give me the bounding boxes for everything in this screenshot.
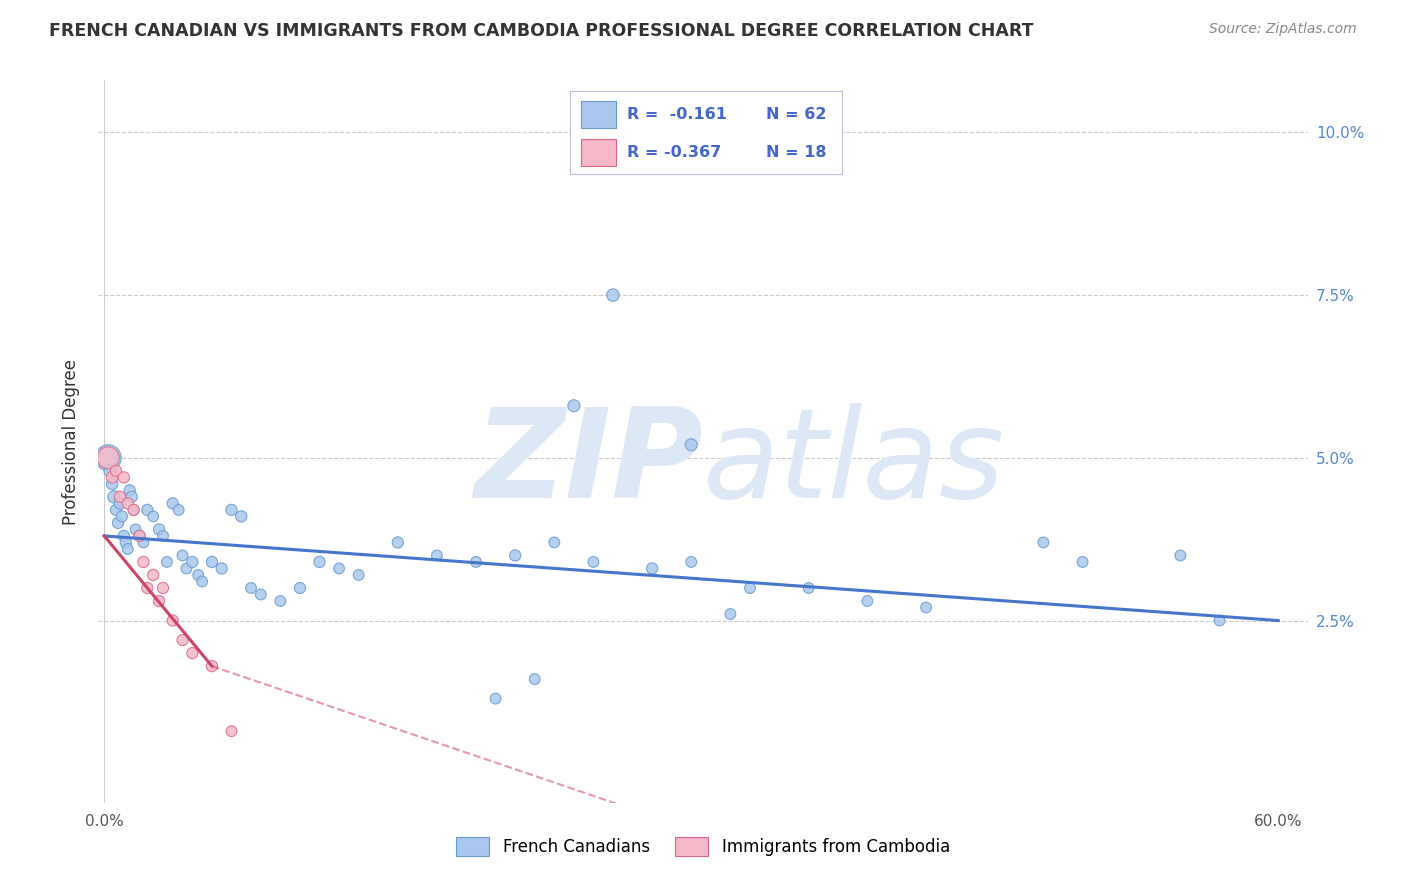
Point [136, 581, 159, 595]
Point [136, 503, 159, 517]
Point [142, 509, 165, 524]
Point [641, 561, 664, 575]
Point [718, 607, 741, 621]
Point [122, 503, 145, 517]
Text: Source: ZipAtlas.com: Source: ZipAtlas.com [1209, 22, 1357, 37]
Point [288, 581, 311, 595]
Point [221, 724, 243, 739]
Point [562, 399, 585, 413]
Point [101, 470, 124, 484]
Point [240, 581, 263, 595]
Point [187, 568, 209, 582]
Point [108, 490, 131, 504]
Text: ZIP: ZIP [474, 402, 703, 524]
Point [97, 450, 120, 465]
Point [328, 561, 350, 575]
Point [101, 476, 124, 491]
Point [211, 561, 233, 575]
Point [797, 581, 820, 595]
Point [523, 672, 546, 686]
Point [1170, 549, 1192, 563]
Point [128, 529, 150, 543]
Point [308, 555, 330, 569]
Point [112, 529, 135, 543]
Point [172, 549, 194, 563]
Point [97, 450, 120, 465]
Point [426, 549, 449, 563]
Point [162, 496, 184, 510]
Point [117, 496, 139, 510]
Point [201, 659, 224, 673]
Point [124, 523, 146, 537]
Point [98, 464, 121, 478]
Point [108, 496, 131, 510]
Point [387, 535, 409, 549]
Point [105, 503, 128, 517]
Text: FRENCH CANADIAN VS IMMIGRANTS FROM CAMBODIA PROFESSIONAL DEGREE CORRELATION CHAR: FRENCH CANADIAN VS IMMIGRANTS FROM CAMBO… [49, 22, 1033, 40]
Point [602, 288, 624, 302]
Legend: French Canadians, Immigrants from Cambodia: French Canadians, Immigrants from Cambod… [450, 830, 956, 863]
Point [118, 483, 141, 498]
Point [114, 535, 136, 549]
Point [132, 555, 155, 569]
Text: atlas: atlas [703, 402, 1005, 524]
Point [121, 490, 143, 504]
Point [191, 574, 214, 589]
Point [543, 535, 565, 549]
Point [172, 633, 194, 648]
Point [107, 516, 129, 530]
Point [465, 555, 488, 569]
Point [148, 523, 170, 537]
Point [112, 470, 135, 484]
Point [128, 529, 150, 543]
Point [122, 503, 145, 517]
Point [915, 600, 938, 615]
Point [117, 541, 139, 556]
Point [221, 503, 243, 517]
Point [176, 561, 198, 575]
Point [503, 549, 526, 563]
Point [856, 594, 879, 608]
Point [103, 490, 125, 504]
Point [162, 614, 184, 628]
Point [181, 646, 204, 660]
Point [269, 594, 291, 608]
Point [201, 555, 224, 569]
Point [250, 587, 273, 601]
Point [1071, 555, 1094, 569]
Point [484, 691, 506, 706]
Y-axis label: Professional Degree: Professional Degree [62, 359, 80, 524]
Point [142, 568, 165, 582]
Point [738, 581, 761, 595]
Point [105, 464, 128, 478]
Point [681, 555, 703, 569]
Point [347, 568, 370, 582]
Point [156, 555, 179, 569]
Point [1208, 614, 1230, 628]
Point [148, 594, 170, 608]
Point [152, 581, 174, 595]
Point [167, 503, 190, 517]
Point [231, 509, 253, 524]
Point [582, 555, 605, 569]
Point [111, 509, 134, 524]
Point [152, 529, 174, 543]
Point [132, 535, 155, 549]
Point [181, 555, 204, 569]
Point [681, 438, 703, 452]
Point [1032, 535, 1054, 549]
